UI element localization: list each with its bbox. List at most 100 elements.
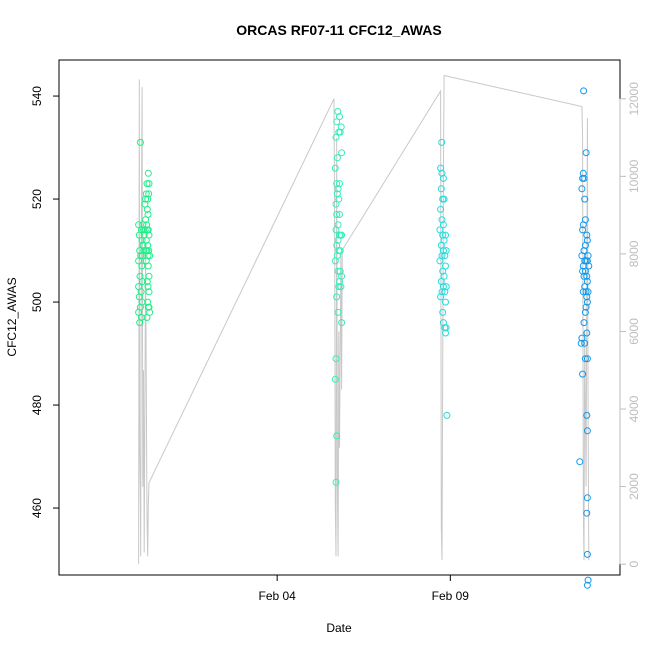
y-tick-label: 500 <box>30 292 44 312</box>
data-point <box>437 164 445 172</box>
data-point <box>579 226 587 234</box>
data-point <box>439 247 447 255</box>
x-axis-label: Date <box>326 621 352 635</box>
altitude-trace <box>138 74 590 565</box>
data-point <box>583 550 591 558</box>
data-point <box>583 355 591 363</box>
data-point <box>438 288 446 296</box>
y2-tick-label: 2000 <box>627 473 641 500</box>
y-tick-label: 520 <box>30 189 44 209</box>
data-point <box>440 272 448 280</box>
data-point <box>580 174 588 182</box>
data-point <box>582 303 590 311</box>
data-point <box>334 267 342 275</box>
altitude-line <box>138 74 590 565</box>
data-point <box>140 247 148 255</box>
data-point <box>144 169 152 177</box>
data-point <box>576 458 584 466</box>
data-point <box>438 216 446 224</box>
data-point <box>338 149 346 157</box>
data-point <box>439 308 447 316</box>
x-tick-label: Feb 09 <box>432 589 470 603</box>
chart-title: ORCAS RF07-11 CFC12_AWAS <box>236 22 441 38</box>
data-point <box>146 252 154 260</box>
y-tick-label: 540 <box>30 86 44 106</box>
y2-tick-label: 0 <box>627 560 641 567</box>
data-point <box>338 319 346 327</box>
data-point <box>334 185 342 193</box>
data-point <box>441 252 449 260</box>
y-tick-label: 480 <box>30 395 44 415</box>
data-point <box>581 308 589 316</box>
data-point <box>581 339 589 347</box>
data-point <box>136 138 144 146</box>
data-point <box>443 411 451 419</box>
data-point <box>335 283 343 291</box>
data-point <box>135 257 143 265</box>
data-point <box>333 180 341 188</box>
data-point <box>333 154 341 162</box>
data-point <box>139 278 146 285</box>
data-point <box>143 205 151 213</box>
data-point <box>333 293 341 301</box>
data-point <box>336 113 343 121</box>
data-point <box>336 180 343 188</box>
data-point <box>581 195 589 203</box>
data-point <box>143 278 151 285</box>
data-point <box>332 226 340 234</box>
data-point <box>333 211 341 218</box>
data-point <box>583 329 591 337</box>
data-point <box>579 221 587 229</box>
data-point <box>438 138 446 146</box>
data-point <box>144 283 152 291</box>
data-point <box>144 262 152 270</box>
data-point <box>583 272 591 280</box>
data-point <box>333 190 341 198</box>
data-point <box>331 257 339 265</box>
data-point <box>578 185 586 193</box>
data-point <box>145 288 153 296</box>
y-axis-label: CFC12_AWAS <box>5 277 19 356</box>
data-point <box>336 211 343 218</box>
data-point <box>441 324 449 332</box>
data-point <box>583 509 591 517</box>
data-point <box>578 334 586 342</box>
data-point <box>442 283 450 291</box>
data-point <box>436 226 444 234</box>
data-point <box>331 375 339 383</box>
y2-tick-label: 6000 <box>627 318 641 345</box>
data-point <box>583 411 591 419</box>
data-point <box>442 262 449 270</box>
data-point <box>442 247 450 255</box>
data-point <box>337 283 345 291</box>
data-point <box>332 478 340 486</box>
data-point <box>581 241 589 249</box>
data-point <box>142 190 150 198</box>
x-axis: Feb 04 Feb 09 <box>258 575 469 603</box>
data-point <box>334 236 342 244</box>
data-point <box>145 190 153 198</box>
data-point <box>144 298 152 306</box>
data-point <box>583 257 591 265</box>
data-point <box>334 308 342 316</box>
data-point <box>441 288 449 296</box>
data-point <box>584 288 592 296</box>
data-point <box>336 278 343 285</box>
y2-tick-label: 10000 <box>627 159 641 193</box>
data-point <box>135 293 143 301</box>
data-point <box>437 185 445 193</box>
data-point <box>436 257 444 265</box>
plot-frame <box>58 59 621 576</box>
data-point <box>578 252 586 260</box>
data-point <box>579 169 587 177</box>
data-point <box>335 128 343 136</box>
data-point <box>583 427 591 435</box>
data-point <box>580 272 588 280</box>
data-point <box>577 339 585 347</box>
data-point <box>579 370 587 378</box>
data-point <box>440 236 448 244</box>
y2-tick-label: 8000 <box>627 240 641 267</box>
data-point <box>583 293 591 301</box>
data-point <box>438 169 446 177</box>
